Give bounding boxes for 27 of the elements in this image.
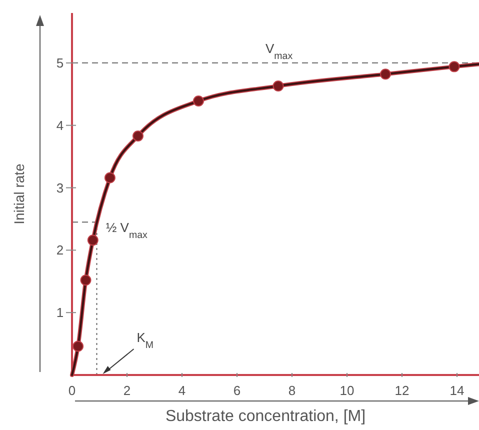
x-tick-label: 14 bbox=[450, 383, 464, 398]
point bbox=[132, 130, 144, 142]
point bbox=[272, 80, 284, 92]
y-tick-label: 3 bbox=[56, 180, 64, 196]
point bbox=[380, 68, 391, 80]
point bbox=[80, 274, 92, 286]
x-tick-label: 2 bbox=[123, 383, 131, 398]
point bbox=[193, 96, 204, 107]
x-tick-label: 8 bbox=[288, 383, 296, 398]
y-tick-label: 2 bbox=[56, 242, 64, 258]
x-tick-label: 0 bbox=[68, 383, 76, 398]
point bbox=[448, 61, 460, 72]
x-axis-title: Substrate concentration, [M] bbox=[165, 408, 366, 425]
y-tick-label: 4 bbox=[56, 118, 64, 133]
x-tick-label: 6 bbox=[233, 383, 241, 398]
x-tick-label: 12 bbox=[394, 383, 410, 398]
ref-line-label: ½ V$_{max}$ bbox=[106, 220, 148, 241]
point bbox=[104, 172, 116, 184]
y-tick-label: 1 bbox=[56, 305, 64, 320]
point bbox=[72, 340, 84, 352]
annotation: K$_{M}$ bbox=[136, 330, 154, 350]
y-axis-title: Initial rate bbox=[11, 163, 27, 224]
y-tick-label: 5 bbox=[56, 55, 64, 70]
point bbox=[87, 234, 98, 246]
x-tick-label: 10 bbox=[340, 383, 354, 398]
ref-line-label: V$_{max}$ bbox=[266, 40, 293, 62]
x-tick-label: 4 bbox=[178, 383, 186, 398]
